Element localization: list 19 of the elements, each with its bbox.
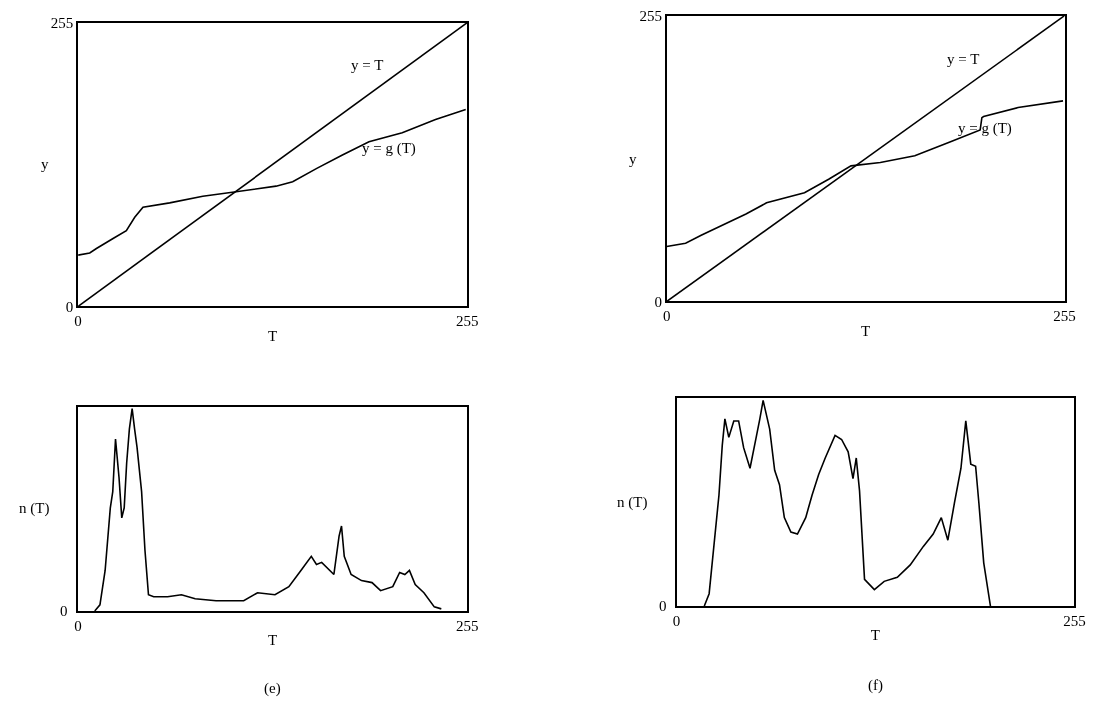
y-axis-title: n (T) [617, 494, 648, 511]
x-tick-label: 255 [1063, 612, 1086, 629]
text: (e) [264, 680, 281, 697]
y-axis-title: n (T) [19, 500, 50, 517]
series-label: y = g (T) [362, 140, 416, 157]
x-axis-title: T [268, 632, 278, 649]
x-tick-label: 255 [1053, 308, 1076, 325]
y-axis-title: y [41, 156, 49, 172]
series-label: y = T [351, 57, 384, 73]
x-tick-label: 0 [672, 612, 681, 629]
text: (f) [868, 677, 883, 694]
y-axis-title: y [629, 151, 637, 167]
x-tick-label: 255 [456, 313, 479, 330]
x-axis-title: T [870, 627, 881, 644]
x-tick-label: 255 [456, 617, 479, 634]
series-label: y = g (T) [958, 120, 1012, 137]
x-axis-title: T [268, 327, 278, 344]
x-axis-title: T [861, 322, 871, 339]
series-label: y = T [947, 51, 980, 67]
